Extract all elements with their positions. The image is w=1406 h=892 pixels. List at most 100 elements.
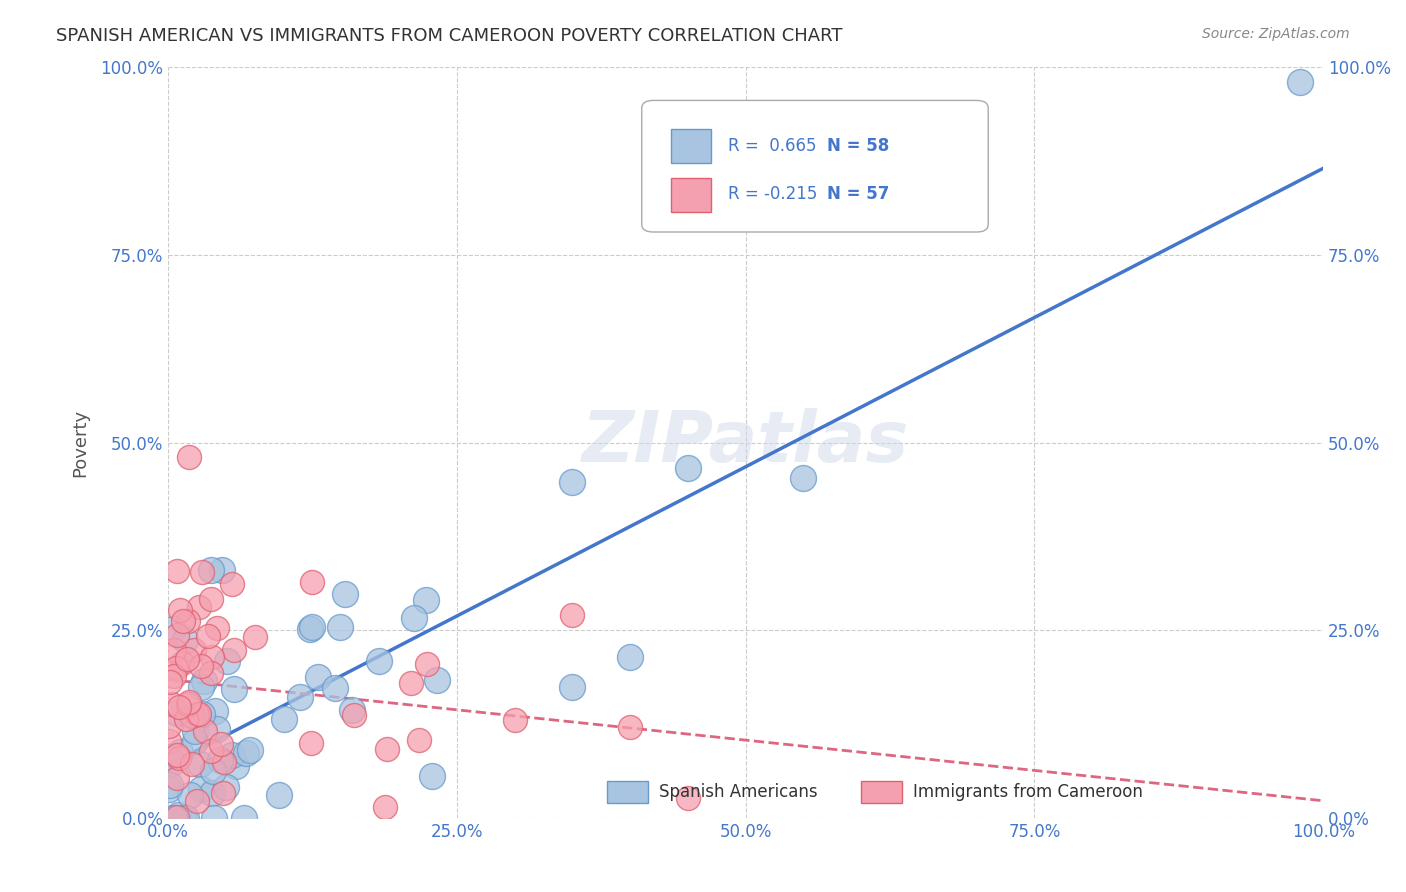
Text: ZIPatlas: ZIPatlas xyxy=(582,408,910,477)
Point xyxy=(399,675,422,690)
Point xyxy=(166,628,188,642)
Point xyxy=(792,471,814,485)
Point xyxy=(167,808,190,822)
Point xyxy=(235,746,257,760)
Point xyxy=(181,709,204,723)
Bar xyxy=(607,780,648,804)
Point xyxy=(288,690,311,704)
Point xyxy=(243,630,266,644)
Point xyxy=(190,659,212,673)
Text: SPANISH AMERICAN VS IMMIGRANTS FROM CAMEROON POVERTY CORRELATION CHART: SPANISH AMERICAN VS IMMIGRANTS FROM CAME… xyxy=(56,27,842,45)
Point xyxy=(299,736,322,750)
Point xyxy=(329,619,352,633)
Point xyxy=(166,771,188,785)
Point xyxy=(179,789,201,803)
Text: R =  0.665: R = 0.665 xyxy=(728,136,817,154)
Point xyxy=(174,712,197,726)
Point xyxy=(323,681,346,695)
Point xyxy=(200,564,222,578)
Point xyxy=(202,811,225,825)
Point xyxy=(415,593,437,607)
Point xyxy=(169,602,191,616)
Point xyxy=(222,643,245,657)
Bar xyxy=(671,178,711,211)
Point xyxy=(367,654,389,668)
Point xyxy=(212,786,235,800)
Point xyxy=(159,674,181,689)
Point xyxy=(165,811,187,825)
Point xyxy=(197,629,219,643)
Point xyxy=(416,657,439,671)
Point xyxy=(163,669,186,683)
Point xyxy=(157,733,180,747)
Point xyxy=(374,799,396,814)
Point xyxy=(191,565,214,579)
Point xyxy=(162,756,184,770)
Point xyxy=(561,681,583,695)
Point xyxy=(177,614,200,628)
Point xyxy=(201,764,224,778)
Point xyxy=(221,576,243,591)
Point xyxy=(298,622,321,636)
Point xyxy=(343,707,366,722)
Point xyxy=(176,651,198,665)
Point xyxy=(163,642,186,657)
Point xyxy=(221,747,243,762)
Point xyxy=(193,673,215,688)
Point xyxy=(225,759,247,773)
Point xyxy=(169,699,191,714)
Point xyxy=(162,622,184,636)
Point xyxy=(301,574,323,589)
Point xyxy=(166,564,188,578)
Point xyxy=(167,751,190,765)
Point xyxy=(173,811,195,825)
Point xyxy=(165,661,187,675)
Point xyxy=(619,720,641,734)
Point xyxy=(170,656,193,670)
Point xyxy=(340,703,363,717)
Point xyxy=(200,592,222,607)
Point xyxy=(187,706,209,721)
Point xyxy=(211,562,233,576)
Text: R = -0.215: R = -0.215 xyxy=(728,186,818,203)
Point xyxy=(267,788,290,802)
Point xyxy=(408,733,430,747)
Text: Immigrants from Cameroon: Immigrants from Cameroon xyxy=(912,783,1143,801)
Point xyxy=(179,450,201,464)
Point xyxy=(676,791,699,805)
Point xyxy=(239,743,262,757)
Point xyxy=(157,781,180,796)
Point xyxy=(273,712,295,726)
Point xyxy=(173,632,195,647)
Point xyxy=(174,811,197,825)
Point xyxy=(307,670,329,684)
Point xyxy=(188,599,211,614)
Bar xyxy=(671,129,711,163)
Point xyxy=(157,749,180,764)
Point xyxy=(209,738,232,752)
Text: Source: ZipAtlas.com: Source: ZipAtlas.com xyxy=(1202,27,1350,41)
Point xyxy=(200,665,222,680)
Point xyxy=(190,680,212,694)
Point xyxy=(561,608,583,623)
Point xyxy=(205,722,228,736)
Point xyxy=(333,587,356,601)
Text: Spanish Americans: Spanish Americans xyxy=(659,783,818,801)
Point xyxy=(163,811,186,825)
Point xyxy=(186,794,208,808)
Point xyxy=(183,642,205,657)
Point xyxy=(166,748,188,763)
Point xyxy=(166,706,188,720)
Point xyxy=(201,649,224,664)
Point xyxy=(215,780,238,794)
Point xyxy=(201,786,224,800)
Point xyxy=(172,614,194,628)
Y-axis label: Poverty: Poverty xyxy=(72,409,89,476)
Point xyxy=(194,723,217,738)
Point xyxy=(420,769,443,783)
Point xyxy=(204,704,226,718)
Point xyxy=(224,681,246,696)
Point xyxy=(160,697,183,711)
Point xyxy=(208,753,231,767)
Point xyxy=(217,654,239,668)
